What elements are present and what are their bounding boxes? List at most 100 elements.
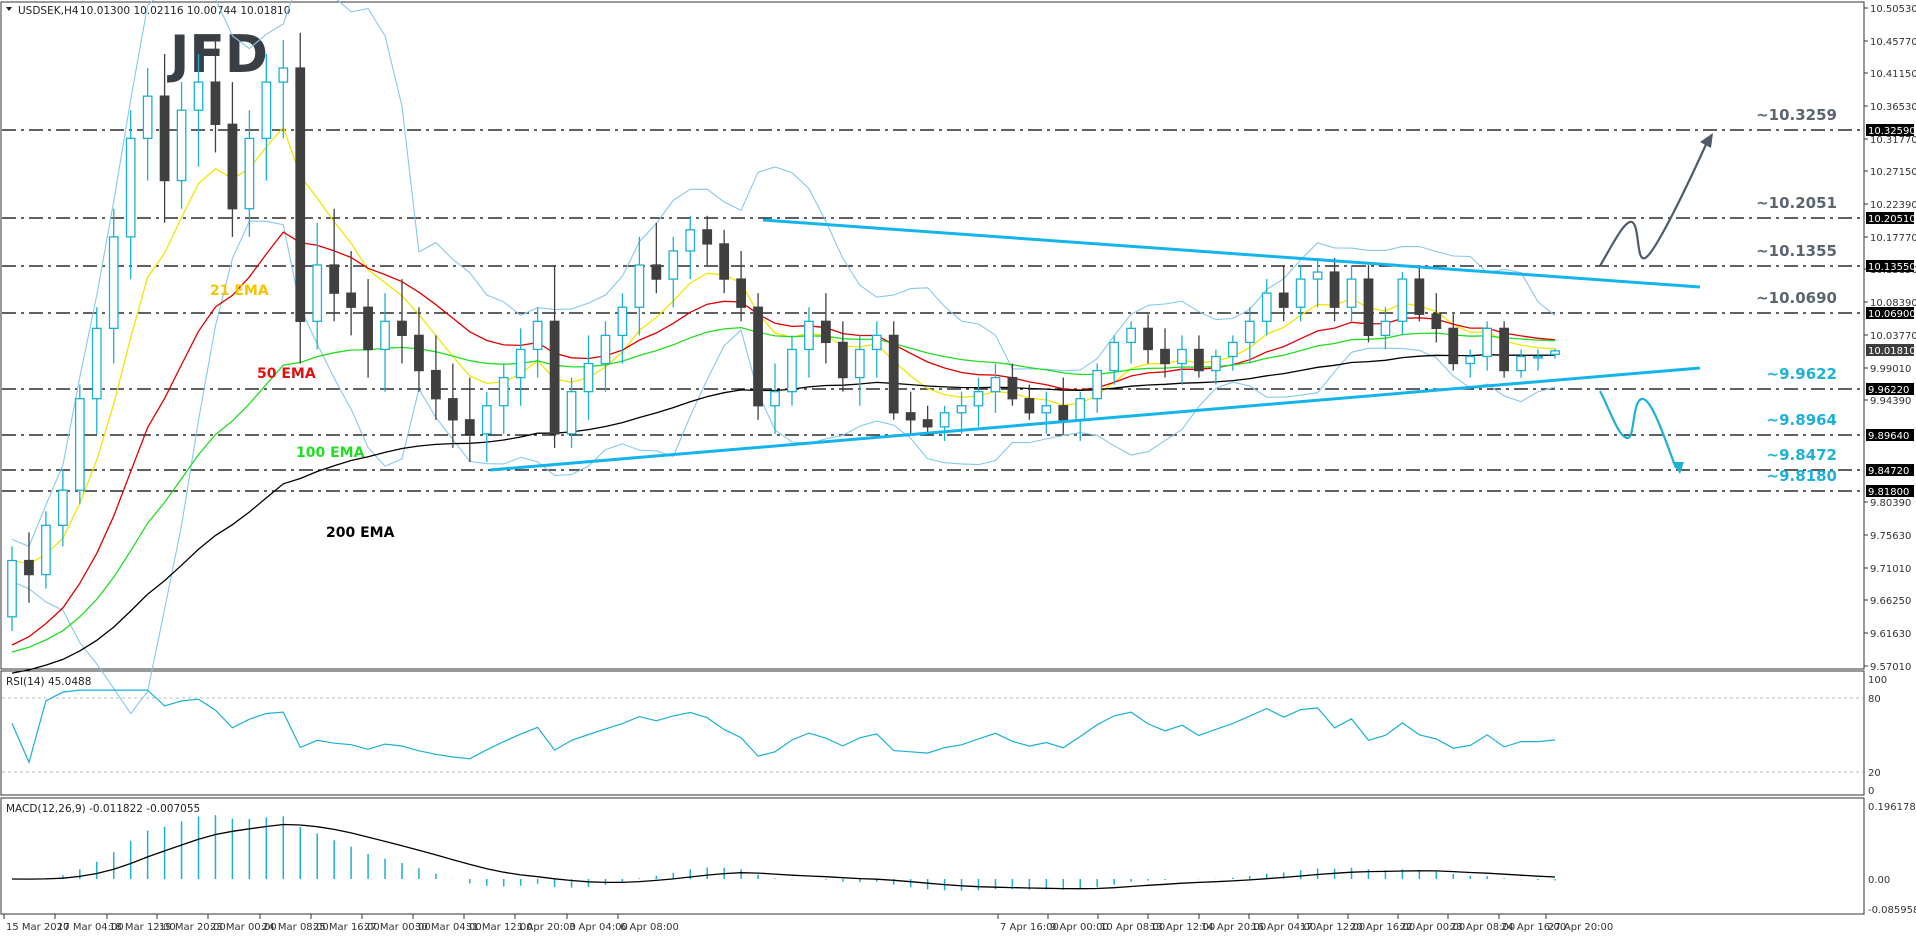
price-axis-label: 10.22390: [1870, 200, 1916, 211]
bullish-candle: [1397, 278, 1408, 322]
bearish-candle: [1431, 313, 1442, 329]
bullish-candle: [1295, 278, 1306, 308]
level-label: ~9.8964: [1767, 411, 1837, 429]
bullish-candle: [566, 391, 577, 435]
svg-text:10.06900: 10.06900: [1868, 309, 1916, 320]
macd-panel[interactable]: [0, 797, 1865, 915]
bullish-candle: [1312, 271, 1323, 280]
level-label: ~10.0690: [1756, 289, 1837, 307]
arrow-down-icon: [1672, 462, 1684, 474]
bearish-candle: [549, 320, 560, 435]
price-axis-label: 9.66250: [1870, 596, 1911, 607]
rsi-axis-label: 20: [1868, 768, 1881, 779]
bullish-candle: [787, 348, 797, 393]
bearish-candle: [1278, 292, 1289, 308]
bullish-candle: [261, 81, 272, 140]
time-axis-label: 18 Mar 12:00: [109, 922, 176, 933]
bullish-candle: [7, 559, 17, 618]
price-axis-label: 10.17770: [1870, 233, 1916, 244]
bullish-candle: [634, 264, 645, 308]
bearish-candle: [1448, 327, 1459, 365]
bullish-candle: [804, 320, 814, 351]
ema-label: 200 EMA: [326, 525, 395, 541]
svg-text:10.20510: 10.20510: [1868, 214, 1916, 225]
ema-lines: [11, 126, 1556, 674]
bullish-candle: [1092, 369, 1103, 400]
bullish-candle: [91, 327, 102, 400]
upper-trendline[interactable]: [762, 218, 1701, 289]
bullish-candle: [871, 334, 882, 351]
bearish-candle: [447, 398, 458, 421]
level-labels: ~10.3259 ~10.2051 ~10.1355 ~10.0690 ~9.9622 ~…: [1756, 106, 1837, 485]
macd-axis: 0.196178 0.00 -0.085958: [1868, 802, 1916, 916]
ema-label: 21 EMA: [210, 283, 269, 299]
svg-text:10.01810: 10.01810: [1868, 346, 1916, 357]
ohlc-values: 10.01300 10.02116 10.00744 10.01810: [80, 5, 290, 17]
macd-label: MACD(12,26,9) -0.011822 -0.007055: [6, 803, 200, 815]
main-price-panel[interactable]: [0, 1, 1865, 670]
bullish-candle: [1075, 398, 1086, 421]
bearish-candle: [1143, 327, 1153, 351]
lower-trendline[interactable]: [489, 366, 1701, 472]
bearish-candle: [431, 369, 441, 400]
macd-axis-label: 0.00: [1868, 875, 1890, 886]
svg-text:9.89640: 9.89640: [1868, 431, 1909, 442]
bullish-candle: [939, 412, 950, 428]
bollinger-upper: [11, 0, 1556, 548]
price-axis-label: 10.50530: [1870, 4, 1916, 15]
bullish-candle: [973, 391, 984, 407]
price-axis-label: 10.41150: [1870, 69, 1916, 80]
bearish-candle: [1024, 398, 1035, 414]
triangle-trendlines[interactable]: [489, 218, 1701, 472]
bearish-candle: [888, 334, 899, 414]
svg-text:9.81800: 9.81800: [1868, 487, 1909, 498]
time-axis-label: 19 Mar 20:00: [159, 922, 226, 933]
svg-text:JFD: JFD: [167, 25, 268, 85]
bearish-candle: [464, 419, 475, 435]
ema-200-line: [11, 354, 1556, 674]
bullish-candle: [1516, 355, 1526, 372]
bearish-candle: [1194, 348, 1204, 372]
bearish-candle: [210, 81, 221, 125]
arrow-up-icon: [1700, 133, 1713, 148]
bearish-candle: [1499, 327, 1510, 372]
bullish-candle: [244, 137, 255, 210]
time-axis-label: 3 Apr 04:00: [569, 922, 628, 933]
jfd-logo: JFD: [167, 25, 268, 85]
svg-text:9.84720: 9.84720: [1868, 466, 1909, 477]
bullish-candle: [685, 229, 696, 252]
bullish-candle: [515, 348, 526, 379]
current-price-tag: [1866, 344, 1914, 356]
bullish-candle: [1482, 327, 1493, 358]
bullish-candle: [956, 405, 967, 414]
price-axis-label: 10.36530: [1870, 102, 1916, 113]
bullish-candle: [1041, 405, 1052, 414]
price-axis[interactable]: 10.50530 10.45770 10.41150 10.36530 10.31770…: [1864, 4, 1916, 673]
bearish-candle: [397, 320, 407, 337]
bullish-candle: [600, 334, 611, 365]
level-price-tag: [1866, 429, 1914, 441]
time-axis-label: 10 Apr 08:00: [1100, 922, 1165, 933]
time-axis-label: 23 Mar 00:00: [210, 922, 277, 933]
bullish-candle: [668, 250, 679, 280]
bullish-candle: [583, 362, 594, 393]
bullish-candle: [854, 348, 865, 379]
bearish-candle: [1414, 278, 1425, 315]
svg-text:10.32590: 10.32590: [1868, 126, 1916, 137]
bearish-candle: [1058, 405, 1069, 421]
price-axis-label: 9.71010: [1870, 564, 1911, 575]
time-axis-label: 23 Apr 08:00: [1450, 922, 1515, 933]
time-axis-label: 13 Apr 12:00: [1150, 922, 1215, 933]
svg-text:9.96220: 9.96220: [1868, 385, 1909, 396]
bearish-candle: [414, 334, 424, 372]
price-axis-label: 10.31770: [1870, 135, 1916, 146]
rsi-panel[interactable]: [0, 670, 1865, 796]
price-axis-label: 9.99010: [1870, 364, 1911, 375]
bearish-candle: [1160, 348, 1170, 365]
time-axis-label: 14 Apr 20:00: [1201, 922, 1266, 933]
bollinger-bands: [11, 0, 1556, 715]
rsi-axis-label: 100: [1868, 675, 1887, 686]
price-axis-label: 10.03770: [1870, 331, 1916, 342]
bullish-candle: [770, 391, 780, 407]
